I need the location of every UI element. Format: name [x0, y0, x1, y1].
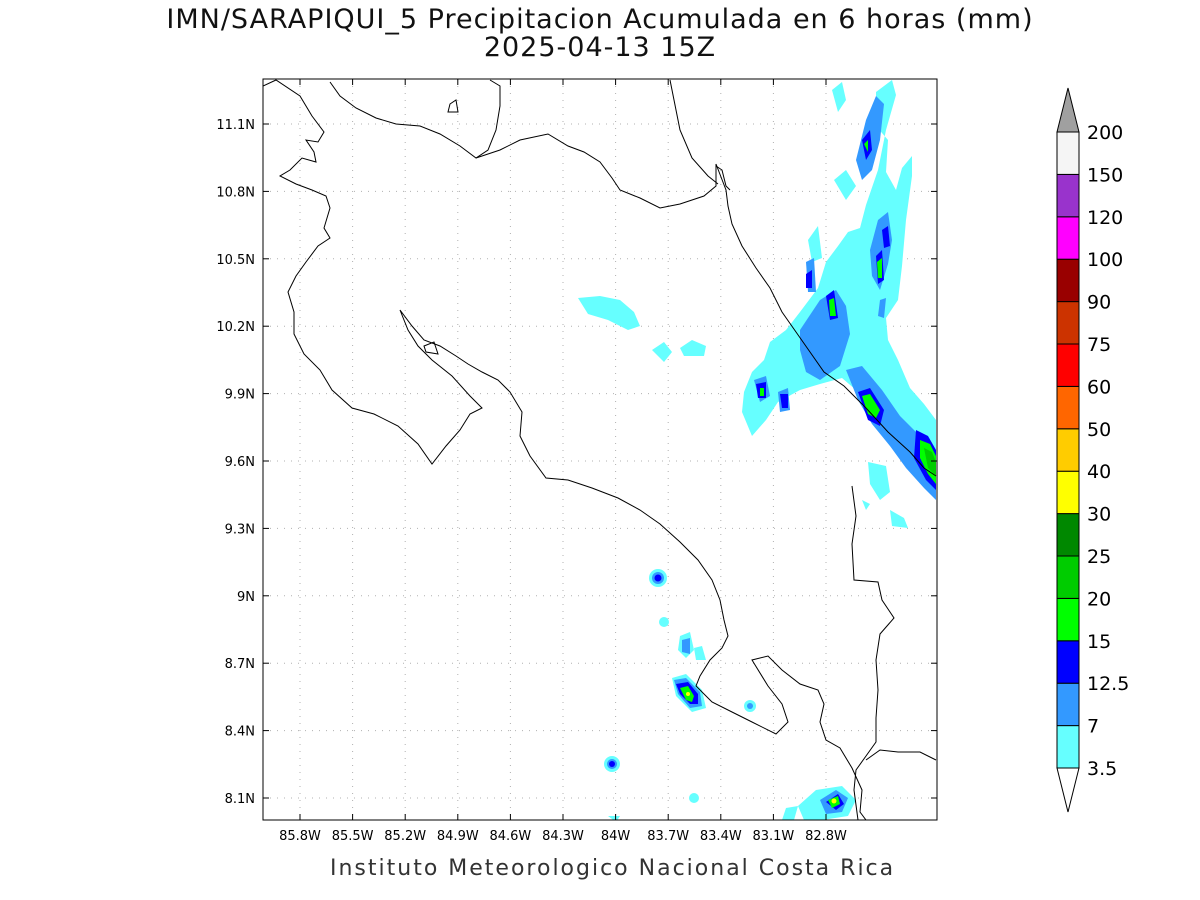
map-grid	[263, 79, 937, 820]
colorbar-level-label: 120	[1087, 207, 1123, 229]
lon-tick-label: 85.2W	[384, 829, 426, 844]
colorbar-level-label: 75	[1087, 334, 1111, 356]
colorbar-swatch	[1056, 682, 1080, 727]
colorbar-level-label: 60	[1087, 376, 1111, 398]
lat-tick-label: 9.3N	[225, 522, 255, 537]
precipitation-field	[578, 80, 936, 820]
colorbar-swatch	[1056, 385, 1080, 430]
lat-tick-label: 8.1N	[225, 792, 255, 807]
longitude-axis: 85.8W 85.5W 85.2W 84.9W 84.6W 84.3W 84W 83.7W 83…	[279, 79, 847, 844]
colorbar-level-label: 200	[1087, 122, 1123, 144]
colorbar-swatch	[1056, 597, 1080, 642]
lat-tick-label: 10.5N	[216, 253, 255, 268]
colorbar-level-label: 150	[1087, 164, 1123, 186]
colorbar-level-label: 50	[1087, 419, 1111, 441]
coastline	[263, 79, 937, 820]
lon-tick-label: 84.6W	[489, 829, 531, 844]
lon-tick-label: 84.9W	[437, 829, 479, 844]
lat-tick-label: 11.1N	[216, 118, 255, 133]
lat-tick-label: 10.2N	[216, 320, 255, 335]
colorbar-swatch	[1056, 640, 1080, 684]
map-title: IMN/SARAPIQUI_5 Precipitacion Acumulada …	[166, 4, 1034, 35]
colorbar-level-label: 20	[1087, 588, 1111, 610]
lat-tick-label: 8.7N	[225, 657, 255, 672]
colorbar-level-label: 12.5	[1087, 673, 1129, 695]
colorbar-under-arrow	[1056, 767, 1080, 813]
lon-tick-label: 83.7W	[647, 829, 689, 844]
lat-tick-label: 9N	[237, 590, 255, 605]
colorbar-swatch	[1056, 258, 1080, 303]
colorbar-over-arrow	[1056, 87, 1080, 133]
colorbar-swatch	[1056, 513, 1080, 557]
colorbar-level-label: 100	[1087, 249, 1123, 271]
colorbar-level-label: 40	[1087, 461, 1111, 483]
colorbar-level-label: 3.5	[1087, 758, 1117, 780]
lat-tick-label: 9.6N	[225, 455, 255, 470]
lon-tick-label: 83.1W	[752, 829, 794, 844]
colorbar-level-label: 7	[1087, 716, 1099, 738]
lon-tick-label: 85.8W	[279, 829, 321, 844]
colorbar-level-label: 25	[1087, 546, 1111, 568]
plot-frame	[262, 78, 938, 821]
colorbar-swatch	[1056, 555, 1080, 599]
colorbar-swatch	[1056, 216, 1080, 260]
colorbar-swatch	[1056, 173, 1080, 218]
lon-tick-label: 84.3W	[542, 829, 584, 844]
colorbar-legend: 3.5 7 12.5 15 20 25 30 40 50 60 75 90 100 120 150 200	[1056, 87, 1129, 813]
lon-tick-label: 83.4W	[700, 829, 742, 844]
colorbar-level-label: 15	[1087, 631, 1111, 653]
colorbar-swatch	[1056, 428, 1080, 472]
footer-credit: Instituto Meteorologico Nacional Costa R…	[330, 856, 896, 881]
latitude-axis: 11.1N 10.8N 10.5N 10.2N 9.9N 9.6N 9.3N 9N 8.7N 8.…	[216, 118, 937, 807]
colorbar-level-label: 30	[1087, 504, 1111, 526]
colorbar-swatch	[1056, 301, 1080, 345]
colorbar-swatch	[1056, 470, 1080, 515]
map-subtitle-date: 2025-04-13 15Z	[483, 32, 717, 63]
colorbar-swatch	[1056, 725, 1080, 769]
lon-tick-label: 84W	[601, 829, 631, 844]
lat-tick-label: 8.4N	[225, 725, 255, 740]
colorbar-swatch	[1056, 131, 1080, 175]
lon-tick-label: 82.8W	[805, 829, 847, 844]
lat-tick-label: 9.9N	[225, 388, 255, 403]
colorbar-swatch	[1056, 343, 1080, 387]
lon-tick-label: 85.5W	[332, 829, 374, 844]
lat-tick-label: 10.8N	[216, 185, 255, 200]
colorbar-level-label: 90	[1087, 292, 1111, 314]
